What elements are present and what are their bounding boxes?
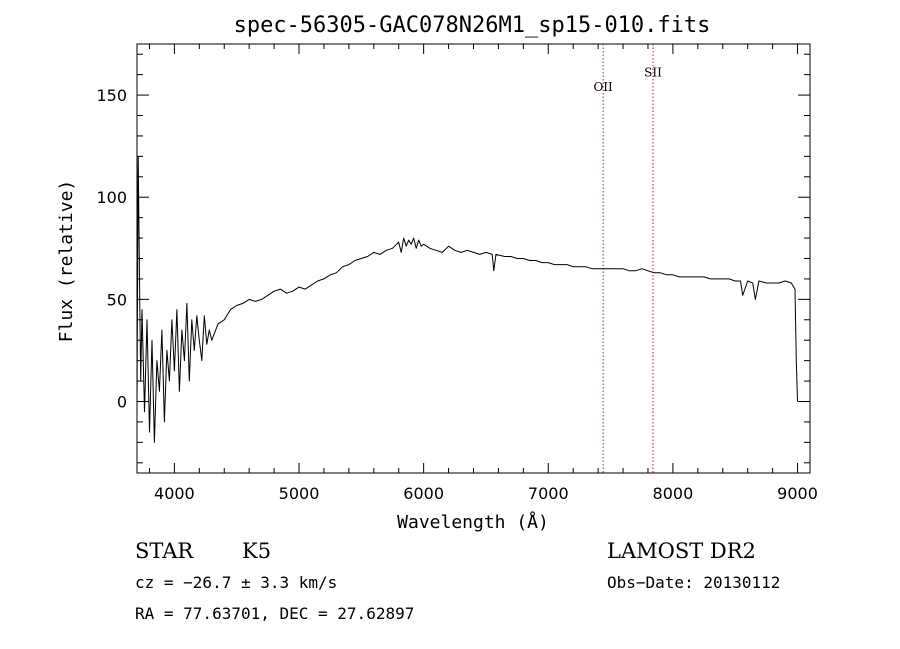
plot-frame <box>136 43 811 474</box>
plot-area <box>136 43 811 474</box>
coordinates-text: RA = 77.63701, DEC = 27.62897 <box>135 604 414 623</box>
y-tick-label: 100 <box>96 188 127 207</box>
x-tick-label: 4000 <box>154 484 195 503</box>
marker-label-oii: OII <box>593 80 613 94</box>
x-axis-label: Wavelength (Å) <box>397 511 549 533</box>
line-markers: OII SII <box>593 44 662 473</box>
x-tick-label: 6000 <box>403 484 444 503</box>
x-tick-label: 8000 <box>653 484 694 503</box>
y-axis: 0 50 100 150 <box>96 53 810 464</box>
marker-label-sii: SII <box>644 66 662 80</box>
y-tick-label: 0 <box>117 393 127 412</box>
y-tick-label: 150 <box>96 86 127 105</box>
x-tick-label: 5000 <box>279 484 320 503</box>
obs-date: Obs−Date: 20130112 <box>607 573 780 592</box>
x-tick-label: 9000 <box>777 484 818 503</box>
survey-name: LAMOST DR2 <box>607 539 756 563</box>
object-type: STAR <box>135 539 194 563</box>
x-tick-label: 7000 <box>528 484 569 503</box>
spectral-subclass: K5 <box>242 539 271 563</box>
y-tick-label: 50 <box>107 290 127 309</box>
x-axis: 4000 5000 6000 7000 8000 9000 <box>148 44 818 503</box>
y-axis-label: Flux (relative) <box>56 180 77 343</box>
series-layer <box>136 155 798 443</box>
chart-title: spec-56305-GAC078N26M1_sp15-010.fits <box>234 13 711 38</box>
spectrum-line <box>136 155 798 443</box>
redshift-text: cz = −26.7 ± 3.3 km/s <box>135 573 337 592</box>
